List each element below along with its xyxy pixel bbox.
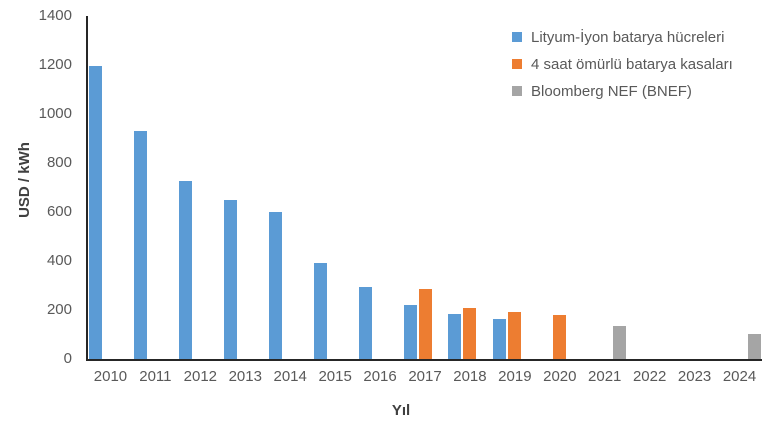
bar-series1-2013 [223,200,237,359]
bar-series1-2011 [133,131,147,359]
y-axis-title: USD / kWh [16,142,33,218]
legend-label: Lityum-İyon batarya hücreleri [531,28,725,46]
y-tick-label-800: 800 [46,154,72,171]
legend: Lityum-İyon batarya hücreleri 4 saat ömür… [512,28,733,111]
bar-series1-2010 [88,66,102,359]
y-tick-label-1400: 1400 [38,7,72,24]
bar-series1-2015 [313,263,327,359]
legend-item-1: Lityum-İyon batarya hücreleri [512,28,733,46]
legend-label: Bloomberg NEF (BNEF) [531,82,692,100]
legend-swatch-icon [512,86,522,96]
bar-series1-2016 [358,287,372,359]
x-tick-label-2023: 2023 [677,368,712,385]
x-tick-label-2017: 2017 [408,368,442,385]
x-tick-label-2019: 2019 [498,368,532,385]
bar-series1-2017 [403,305,417,359]
legend-item-2: 4 saat ömürlü batarya kasaları [512,55,733,73]
bar-series3-2024 [748,334,761,359]
y-tick-label-1000: 1000 [38,105,72,122]
x-tick-label-2020: 2020 [543,368,577,385]
bar-series2-2018 [463,308,477,359]
plot-area [86,16,762,361]
bar-series2-2019 [508,312,522,359]
x-tick-label-2012: 2012 [183,368,218,385]
bar-series1-2014 [268,212,282,359]
y-tick-label-600: 600 [46,203,72,220]
y-tick-label-0: 0 [63,350,72,367]
x-tick-label-2015: 2015 [318,368,352,385]
x-axis-title: Yıl [391,402,411,419]
x-tick-label-2024: 2024 [722,368,757,385]
bar-series1-2012 [178,181,192,359]
x-tick-label-2022: 2022 [632,368,667,385]
y-tick-label-1200: 1200 [38,56,72,73]
x-tick-label-2014: 2014 [273,368,307,385]
x-tick-label-2011: 2011 [139,368,172,385]
y-tick-label-400: 400 [46,252,72,269]
x-tick-label-2010: 2010 [93,368,128,385]
legend-swatch-icon [512,59,522,69]
x-tick-label-2018: 2018 [453,368,487,385]
bar-series1-2019 [493,319,507,359]
bar-series1-2018 [448,314,462,359]
bar-series3-2021 [613,326,627,359]
bar-series2-2017 [418,289,432,359]
legend-label: 4 saat ömürlü batarya kasaları [531,55,733,73]
legend-item-3: Bloomberg NEF (BNEF) [512,82,733,100]
x-tick-label-2013: 2013 [228,368,262,385]
x-tick-label-2016: 2016 [363,368,397,385]
legend-swatch-icon [512,32,522,42]
bar-series2-2020 [553,315,567,359]
x-tick-label-2021: 2021 [588,368,622,385]
y-tick-label-200: 200 [46,301,72,318]
